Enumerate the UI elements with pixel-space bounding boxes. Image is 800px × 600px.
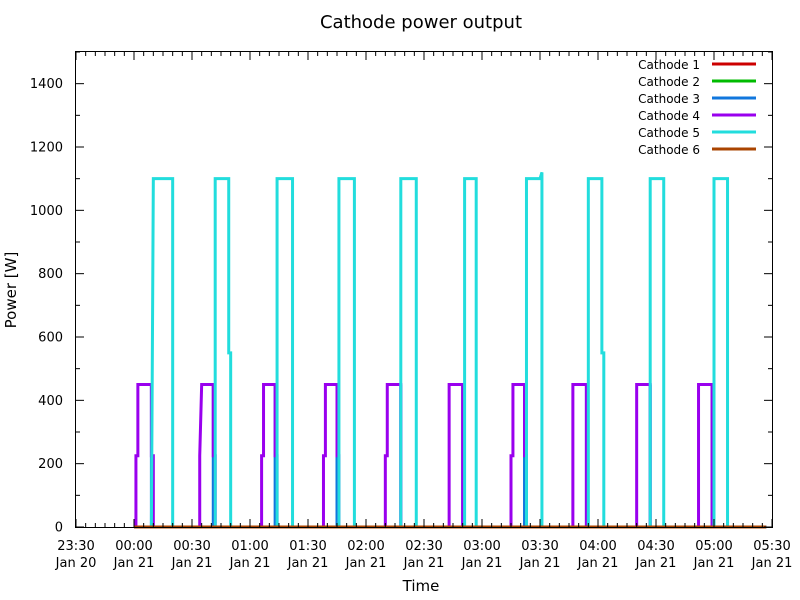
x-tick-label-date: Jan 21 (461, 556, 503, 571)
y-tick-label: 400 (38, 394, 63, 409)
x-tick-label-date: Jan 21 (229, 556, 271, 571)
x-tick-label-date: Jan 21 (693, 556, 735, 571)
legend-label-4: Cathode 4 (638, 109, 700, 123)
legend-label-1: Cathode 1 (638, 58, 700, 72)
y-tick-label: 800 (38, 267, 63, 282)
y-tick-label: 1400 (30, 77, 63, 92)
y-axis-title: Power [W] (2, 252, 20, 329)
x-tick-label-date: Jan 21 (113, 556, 155, 571)
x-tick-label-date: Jan 21 (519, 556, 561, 571)
x-tick-label-date: Jan 21 (171, 556, 213, 571)
x-tick-label-time: 00:00 (115, 539, 152, 554)
x-tick-label-time: 00:30 (173, 539, 210, 554)
y-tick-label: 1000 (30, 204, 63, 219)
x-tick-label-time: 03:30 (521, 539, 558, 554)
legend-label-5: Cathode 5 (638, 126, 700, 140)
series-line-5 (134, 171, 767, 529)
x-tick-label-date: Jan 21 (403, 556, 445, 571)
chart-title: Cathode power output (320, 12, 522, 33)
x-tick-label-date: Jan 21 (751, 556, 793, 571)
x-tick-label-time: 04:00 (579, 539, 616, 554)
series-layer (134, 171, 767, 529)
y-tick-label: 1200 (30, 141, 63, 156)
x-tick-label-time: 01:00 (231, 539, 268, 554)
legend-label-6: Cathode 6 (638, 143, 700, 157)
x-tick-label-date: Jan 21 (577, 556, 619, 571)
legend: Cathode 1 Cathode 2 Cathode 3 Cathode 4 Cath… (638, 58, 756, 157)
x-tick-label-date: Jan 21 (635, 556, 677, 571)
x-tick-label-time: 05:30 (753, 539, 790, 554)
legend-label-2: Cathode 2 (638, 75, 700, 89)
x-tick-label-date: Jan 21 (345, 556, 387, 571)
x-tick-label-time: 04:30 (637, 539, 674, 554)
y-axis: 0 200 400 600 800 1000 1200 1400 (30, 51, 772, 536)
x-tick-label-time: 23:30 (57, 539, 94, 554)
x-tick-label-time: 02:30 (405, 539, 442, 554)
y-tick-label: 0 (55, 521, 63, 536)
series-line-4 (134, 383, 767, 529)
x-tick-label-time: 05:00 (695, 539, 732, 554)
x-tick-label-date: Jan 20 (55, 556, 97, 571)
x-tick-label-time: 02:00 (347, 539, 384, 554)
x-axis: 23:30 Jan 20 00:00 Jan 21 00:30 Jan 21 01:00 Ja… (55, 52, 793, 571)
plot-frame (75, 51, 773, 528)
y-tick-label: 200 (38, 457, 63, 472)
x-tick-label-date: Jan 21 (287, 556, 329, 571)
x-tick-label-time: 03:00 (463, 539, 500, 554)
x-tick-label-time: 01:30 (289, 539, 326, 554)
legend-label-3: Cathode 3 (638, 92, 700, 106)
x-axis-title: Time (402, 577, 440, 595)
y-tick-label: 600 (38, 331, 63, 346)
